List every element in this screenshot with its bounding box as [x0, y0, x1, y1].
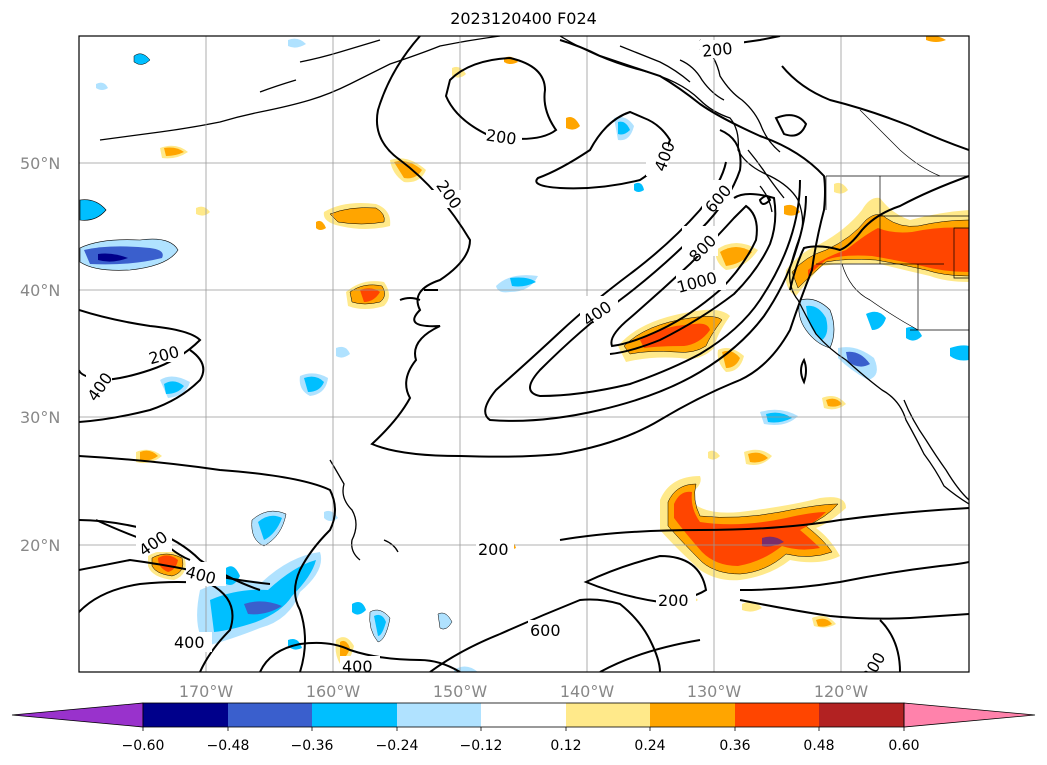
positive-anomaly-patches: [136, 36, 969, 664]
colorbar-bin: [397, 703, 481, 727]
lat-label-50n: 50°N: [20, 154, 60, 173]
colorbar-bin: [312, 703, 397, 727]
lon-label-140w: 140°W: [560, 682, 615, 701]
lon-label-170w: 170°W: [179, 682, 234, 701]
colorbar-tick-label: −0.60: [122, 738, 165, 754]
lon-label-120w: 120°W: [814, 682, 869, 701]
contour-label: 400: [342, 657, 373, 676]
colorbar-extend-left: [11, 702, 144, 728]
contour-label: 200: [478, 540, 509, 559]
lat-label-30n: 30°N: [20, 408, 60, 427]
colorbar-tick-label: 0.60: [888, 738, 919, 754]
political-borders: [816, 109, 969, 331]
colorbar-extend-right: [903, 702, 1036, 728]
colorbar-bin: [566, 703, 650, 727]
colorbar-tick-label: 0.12: [550, 738, 581, 754]
contour-label: 200: [658, 591, 689, 610]
lon-label-130w: 130°W: [687, 682, 742, 701]
colorbar-tick-label: 0.48: [803, 738, 834, 754]
map-title: 2023120400 F024: [450, 9, 597, 28]
negative-anomaly-patches: [79, 38, 969, 672]
colorbar-tick-label: −0.12: [460, 738, 503, 754]
lon-label-150w: 150°W: [433, 682, 488, 701]
longitude-labels: 170°W 160°W 150°W 140°W 130°W 120°W: [179, 682, 869, 701]
contour-label: 600: [530, 621, 561, 640]
contour-label: 400: [174, 633, 205, 652]
colorbar-bin: [481, 703, 566, 727]
colorbar-tick-label: 0.36: [719, 738, 750, 754]
gridlines: [79, 36, 969, 672]
colorbar-tick-label: −0.36: [291, 738, 334, 754]
colorbar-bin: [819, 703, 904, 727]
colorbar-bin: [228, 703, 312, 727]
contour-label: 200: [485, 126, 518, 149]
lon-label-160w: 160°W: [306, 682, 361, 701]
coastlines: [99, 36, 969, 561]
lat-label-20n: 20°N: [20, 536, 60, 555]
shaded-field-layer: [79, 36, 969, 672]
colorbar: −0.60 −0.48 −0.36 −0.24 −0.12 0.12 0.24 …: [11, 702, 1036, 754]
contour-label: 200: [701, 39, 733, 61]
colorbar-bin: [143, 703, 228, 727]
colorbar-bin: [735, 703, 819, 727]
plot-frame: [78, 35, 970, 673]
lat-label-40n: 40°N: [20, 281, 60, 300]
colorbar-tick-label: −0.48: [207, 738, 250, 754]
colorbar-tick-label: 0.24: [634, 738, 665, 754]
contour-label-layer: 200 200 200 400 600 800 1000 400 200 400…: [83, 39, 889, 676]
colorbar-bin: [650, 703, 735, 727]
plot-area: [79, 36, 969, 672]
latitude-labels: 50°N 40°N 30°N 20°N: [20, 154, 60, 555]
colorbar-frame: [142, 702, 905, 728]
colorbar-tick-label: −0.24: [376, 738, 419, 754]
